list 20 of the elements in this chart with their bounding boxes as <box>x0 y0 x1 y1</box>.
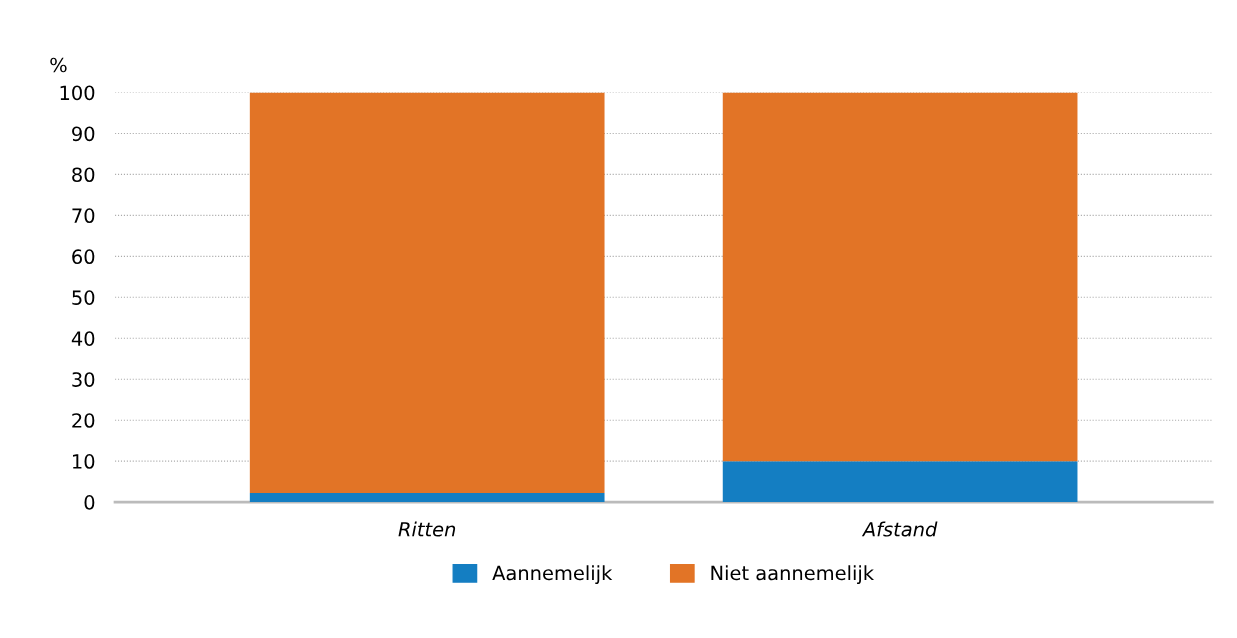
y-tick-label: 20 <box>72 413 95 428</box>
bar <box>249 493 605 503</box>
y-tick-label: 70 <box>72 208 95 224</box>
bar <box>722 92 1078 462</box>
y-tick-label: 60 <box>72 249 95 265</box>
y-tick-label: 10 <box>72 454 95 469</box>
y-tick-label: 30 <box>72 372 95 387</box>
y-tick-label: 40 <box>71 331 95 346</box>
y-tick-label: 90 <box>72 126 95 142</box>
bar <box>722 461 1078 503</box>
legend-label: Niet aannemelijk <box>711 565 875 585</box>
y-tick-label: 0 <box>84 495 95 510</box>
x-tick-label: Ritten <box>398 521 456 537</box>
x-tick-label: Afstand <box>861 521 938 537</box>
y-tick-label: 50 <box>72 290 95 305</box>
bar <box>249 92 605 494</box>
legend-label: Aannemelijk <box>492 565 613 585</box>
y-tick-label: 100 <box>60 85 95 101</box>
y-tick-label: 80 <box>72 167 95 183</box>
y-axis-title: % <box>50 57 67 73</box>
